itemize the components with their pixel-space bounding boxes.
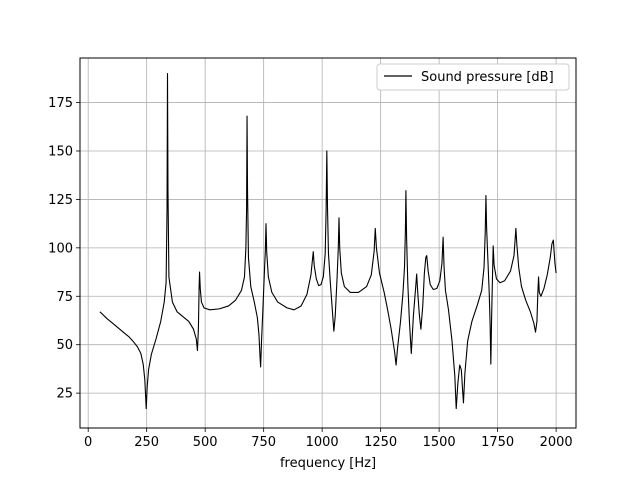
y-tick-label: 100 bbox=[48, 241, 73, 256]
x-tick-label: 1250 bbox=[364, 435, 397, 450]
y-tick-label: 50 bbox=[56, 338, 73, 353]
x-tick-label: 2000 bbox=[540, 435, 573, 450]
y-tick-label: 25 bbox=[56, 387, 73, 402]
ticks: 0 250 500 750 1000 1250 1500 1750 2000 25 50 75 100 1… bbox=[48, 96, 572, 450]
series-line bbox=[99, 72, 557, 410]
legend: Sound pressure [dB] bbox=[376, 63, 570, 91]
x-tick-label: 500 bbox=[193, 435, 218, 450]
x-tick-label: 0 bbox=[84, 435, 92, 450]
x-axis-label: frequency [Hz] bbox=[280, 456, 376, 471]
series-layer bbox=[99, 72, 557, 410]
x-tick-label: 1000 bbox=[306, 435, 339, 450]
x-tick-label: 1500 bbox=[423, 435, 456, 450]
legend-label: Sound pressure [dB] bbox=[421, 70, 554, 85]
y-tick-label: 75 bbox=[56, 290, 73, 305]
plot-frame bbox=[79, 57, 577, 429]
y-tick-label: 150 bbox=[48, 144, 73, 159]
y-tick-label: 175 bbox=[48, 96, 73, 111]
y-tick-label: 125 bbox=[48, 193, 73, 208]
x-tick-label: 750 bbox=[251, 435, 276, 450]
x-tick-label: 1750 bbox=[481, 435, 514, 450]
x-tick-label: 250 bbox=[134, 435, 159, 450]
legend-box bbox=[376, 63, 570, 91]
